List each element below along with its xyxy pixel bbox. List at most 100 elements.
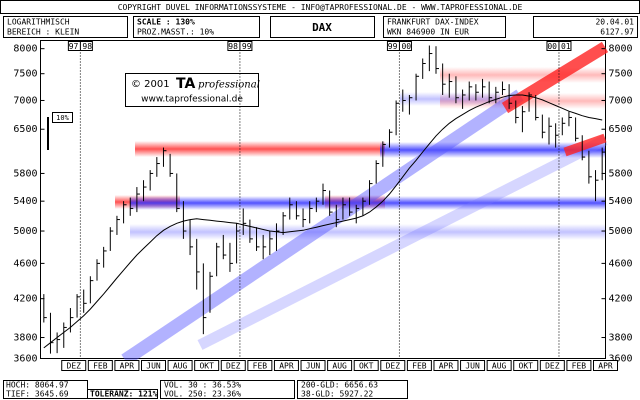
year-label: 01	[561, 42, 571, 51]
y-tick-label: 5400	[13, 196, 37, 207]
month-box	[114, 360, 140, 371]
x-tick-label: FEB	[93, 362, 108, 371]
footer-high: HOCH: 8064.97	[6, 381, 69, 390]
x-tick-label: FEB	[412, 362, 427, 371]
x-tick-label: DEZ	[67, 362, 82, 371]
trend-channel	[197, 135, 608, 350]
x-tick-label: JUN	[306, 362, 321, 371]
y-tick-label: 4200	[609, 294, 633, 305]
y-tick-label: 6500	[13, 124, 37, 135]
footer-box	[297, 380, 408, 399]
x-tick-label: AUG	[492, 362, 507, 371]
year-label: 98	[228, 42, 238, 51]
month-box	[380, 360, 406, 371]
month-box	[593, 360, 618, 371]
y-tick-label: 8000	[13, 44, 37, 55]
y-tick-label: 5800	[609, 168, 633, 179]
x-tick-label: OKT	[519, 362, 534, 371]
watermark-copyright: © 2001	[131, 79, 170, 90]
y-tick-label: 6500	[609, 124, 633, 135]
x-tick-label: APR	[120, 362, 135, 371]
y-tick-label: 5800	[13, 168, 37, 179]
scale-marker-box	[52, 112, 73, 123]
year-label: 00	[547, 42, 557, 51]
x-tick-label: DEZ	[545, 362, 560, 371]
watermark-url: www.taprofessional.de	[141, 95, 243, 105]
footer-gld200: 200-GLD: 6656.63	[301, 381, 378, 390]
x-tick-label: FEB	[572, 362, 587, 371]
month-box	[300, 360, 326, 371]
y-tick-label: 5400	[609, 196, 633, 207]
year-label: 99	[242, 42, 252, 51]
month-box	[247, 360, 273, 371]
footer-box	[87, 389, 158, 399]
resistance-band	[440, 67, 605, 83]
footer-vol30: VOL. 30 : 36.53%	[164, 381, 241, 390]
year-label: 98	[82, 42, 92, 51]
month-box	[433, 360, 459, 371]
scale-marker: 10%	[56, 114, 69, 122]
support-band	[130, 196, 605, 210]
footer-box	[160, 380, 295, 399]
x-tick-label: APR	[598, 362, 613, 371]
x-tick-label: DEZ	[386, 362, 401, 371]
percent-scale: PROZ.MASST.: 10%	[137, 28, 214, 37]
scale-box	[133, 16, 260, 38]
x-tick-label: DEZ	[226, 362, 241, 371]
resistance-band	[135, 141, 385, 157]
info-box	[3, 16, 128, 38]
copyright: COPYRIGHT DUVEL INFORMATIONSSYSTEME - IN…	[118, 3, 523, 12]
wkn: WKN 846900 IN EUR	[387, 28, 469, 37]
x-tick-label: OKT	[359, 362, 374, 371]
y-tick-label: 8000	[609, 44, 633, 55]
month-box	[566, 360, 592, 371]
y-tick-label: 3800	[13, 333, 37, 344]
month-box	[61, 360, 87, 371]
symbol-box	[270, 16, 375, 38]
y-tick-label: 7000	[609, 95, 633, 106]
watermark-brand: TA	[176, 76, 195, 92]
year-label: 99	[388, 42, 398, 51]
y-tick-label: 7500	[609, 69, 633, 80]
month-box	[167, 360, 193, 371]
month-box	[406, 360, 432, 371]
month-box	[353, 360, 379, 371]
y-tick-label: 3800	[609, 333, 633, 344]
trend-channel	[121, 89, 524, 366]
x-tick-label: JUN	[465, 362, 480, 371]
support-band	[130, 224, 605, 240]
month-box	[141, 360, 166, 371]
scale: SCALE : 130%	[137, 18, 195, 27]
exchange: FRANKFURT DAX-INDEX	[387, 18, 479, 27]
month-box	[273, 360, 299, 371]
month-box	[539, 360, 565, 371]
y-tick-label: 5000	[13, 226, 37, 237]
y-tick-label: 4200	[13, 294, 37, 305]
x-tick-label: APR	[279, 362, 294, 371]
footer-vol250: VOL. 250: 23.36%	[164, 390, 241, 399]
watermark-brand-suffix: professional	[198, 80, 260, 91]
x-tick-label: FEB	[253, 362, 268, 371]
x-tick-label: OKT	[199, 362, 214, 371]
x-tick-label: APR	[439, 362, 454, 371]
footer-gld38: 38-GLD: 5927.22	[301, 390, 373, 399]
x-tick-label: AUG	[173, 362, 188, 371]
y-tick-label: 7500	[13, 69, 37, 80]
exchange-box	[383, 16, 506, 38]
footer-low: TIEF: 3645.69	[6, 390, 69, 399]
last-price: 6127.97	[600, 28, 634, 37]
year-label: 97	[69, 42, 79, 51]
month-box	[486, 360, 512, 371]
year-label: 00	[401, 42, 411, 51]
trend-line	[501, 41, 609, 114]
month-box	[220, 360, 246, 371]
support-band	[380, 142, 605, 158]
month-box	[194, 360, 220, 371]
y-tick-label: 7000	[13, 95, 37, 106]
month-box	[513, 360, 539, 371]
month-box	[460, 360, 486, 371]
watermark-box	[125, 73, 259, 107]
y-tick-label: 3600	[609, 354, 633, 365]
month-box	[327, 360, 353, 371]
